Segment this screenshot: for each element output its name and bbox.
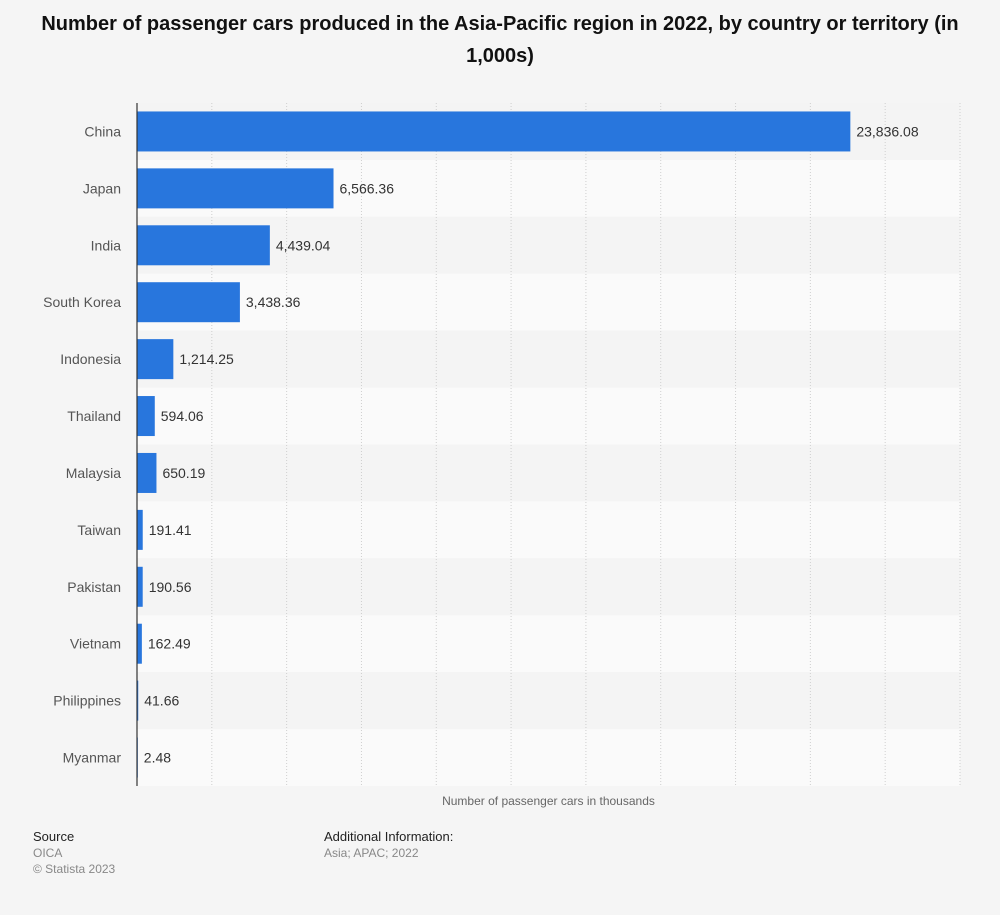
source-value: OICA [33,846,63,860]
category-label: Thailand [67,408,121,424]
row-band [137,729,960,786]
value-label: 41.66 [144,693,179,709]
category-label: Philippines [53,693,121,709]
chart-title: Number of passenger cars produced in the… [41,13,959,67]
additional-info-value: Asia; APAC; 2022 [324,846,419,860]
category-label: India [91,237,122,253]
bars [137,111,851,778]
category-label: Pakistan [67,579,121,595]
row-band [137,330,960,388]
row-band [137,501,960,559]
value-label: 650.19 [162,465,205,481]
bar[interactable] [137,452,157,493]
bar[interactable] [137,623,142,664]
additional-info-block: Additional Information: Asia; APAC; 2022 [324,829,453,861]
category-label: South Korea [43,294,121,310]
row-band [137,672,960,730]
bar[interactable] [137,396,155,437]
x-axis-title: Number of passenger cars in thousands [442,794,655,808]
value-label: 1,214.25 [179,351,234,367]
value-labels: 23,836.08 6,566.36 4,439.04 3,438.36 1,214.2… [144,123,919,765]
bar-chart: China Japan India South Korea Indonesia Thail… [43,103,961,808]
row-band [137,273,960,331]
row-band [137,444,960,502]
value-label: 162.49 [148,636,191,652]
value-label: 3,438.36 [246,294,301,310]
row-band [137,387,960,445]
category-labels: China Japan India South Korea Indonesia Thail… [43,123,121,765]
row-band [137,558,960,616]
bar[interactable] [137,566,143,607]
copyright: © Statista 2023 [33,862,116,876]
category-label: Japan [83,180,121,196]
bar[interactable] [137,111,851,152]
bar[interactable] [137,168,334,209]
source-heading: Source [33,829,75,844]
value-label: 23,836.08 [856,123,918,139]
category-label: Vietnam [70,636,121,652]
bar[interactable] [137,680,139,721]
source-block: Source OICA © Statista 2023 [33,829,115,877]
bar[interactable] [137,282,240,323]
row-band [137,615,960,673]
value-label: 191.41 [149,522,192,538]
category-label: Indonesia [60,351,121,367]
value-label: 2.48 [144,750,171,766]
value-label: 6,566.36 [340,180,395,196]
category-label: Taiwan [77,522,121,538]
bar[interactable] [137,339,174,380]
value-label: 4,439.04 [276,237,331,253]
category-label: Myanmar [63,750,122,766]
value-label: 190.56 [149,579,192,595]
bar[interactable] [137,225,270,266]
category-label: China [84,123,121,139]
row-band [137,216,960,274]
additional-info-heading: Additional Information: [324,829,454,844]
value-label: 594.06 [161,408,204,424]
category-label: Malaysia [66,465,121,481]
bar[interactable] [137,509,143,550]
